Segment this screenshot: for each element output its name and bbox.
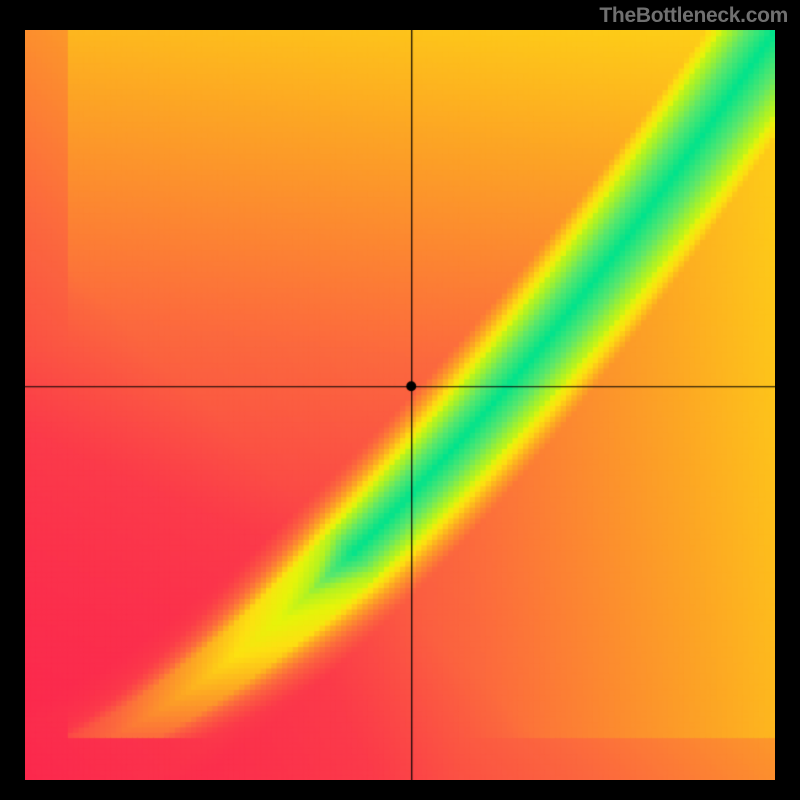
watermark-text: TheBottleneck.com [599, 4, 788, 28]
chart-container: TheBottleneck.com [0, 0, 800, 800]
bottleneck-heatmap [25, 30, 775, 780]
